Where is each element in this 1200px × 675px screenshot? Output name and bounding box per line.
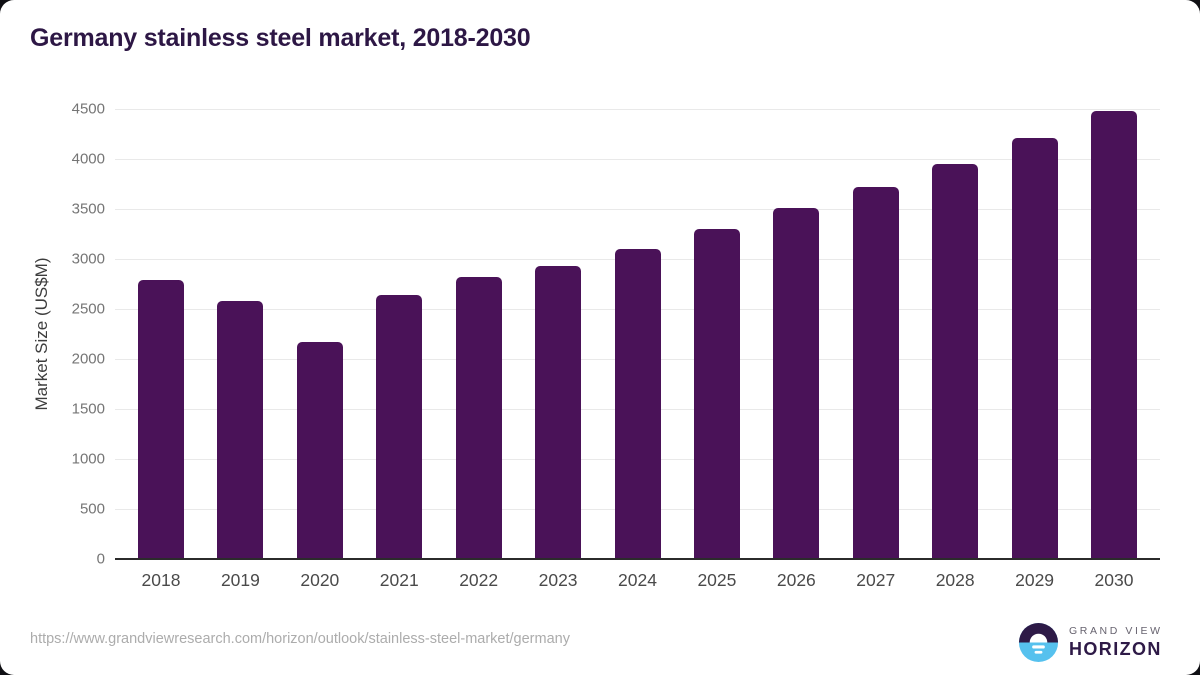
bar-2029 (1011, 138, 1058, 559)
y-tick-label-500: 500 (79, 500, 105, 518)
bar-2022 (455, 277, 502, 559)
y-tick-label-2500: 2500 (71, 300, 105, 318)
gridline-4500 (115, 109, 1160, 110)
x-tick-label-2019: 2019 (220, 570, 260, 590)
x-tick-label-2029: 2029 (1015, 570, 1055, 590)
x-tick-label-2028: 2028 (935, 570, 975, 590)
bar-2028 (932, 164, 979, 559)
bar-2019 (217, 301, 264, 559)
x-tick-label-2030: 2030 (1094, 570, 1134, 590)
logo-brand-name: GRAND VIEW (1069, 625, 1163, 637)
y-tick-label-4000: 4000 (71, 150, 105, 168)
x-tick-label-2026: 2026 (776, 570, 816, 590)
grand-view-horizon-logo: GRAND VIEW HORIZON (1017, 621, 1163, 664)
y-tick-label-0: 0 (96, 550, 105, 568)
x-tick-label-2025: 2025 (697, 570, 737, 590)
x-tick-label-2018: 2018 (141, 570, 181, 590)
plot-area (115, 109, 1160, 559)
bar-2030 (1091, 111, 1137, 559)
y-tick-label-1000: 1000 (71, 450, 105, 468)
bar-2020 (296, 342, 343, 559)
chart-title: Germany stainless steel market, 2018-203… (30, 24, 531, 52)
y-tick-label-3500: 3500 (71, 200, 105, 218)
bar-2025 (693, 229, 740, 559)
bar-2021 (376, 295, 423, 559)
horizon-sun-icon (1018, 622, 1059, 663)
x-tick-label-2020: 2020 (300, 570, 340, 590)
x-axis-tick-labels: 2018 2019 2020 2021 2022 2023 2024 2025 2026 2027… (115, 570, 1160, 596)
logo-product-name: HORIZON (1069, 639, 1162, 659)
y-tick-label-1500: 1500 (71, 400, 105, 418)
bar-2023 (535, 266, 582, 559)
y-tick-label-2000: 2000 (71, 350, 105, 368)
gridline-4000 (115, 159, 1160, 160)
bar-2024 (614, 249, 661, 559)
x-tick-label-2022: 2022 (459, 570, 499, 590)
y-axis-tick-labels: 0 500 1000 1500 2000 2500 3000 3500 4000 4500 (0, 101, 105, 568)
x-tick-label-2021: 2021 (379, 570, 419, 590)
y-tick-label-4500: 4500 (71, 100, 105, 118)
gridline-3500 (115, 209, 1160, 210)
x-tick-label-2027: 2027 (856, 570, 896, 590)
bar-2026 (773, 208, 820, 559)
bar-2027 (852, 187, 899, 559)
logo-text: GRAND VIEW HORIZON (1069, 625, 1163, 660)
bar-2018 (138, 280, 184, 559)
x-tick-label-2023: 2023 (538, 570, 578, 590)
x-axis-line (115, 558, 1160, 560)
x-tick-label-2024: 2024 (618, 570, 657, 590)
y-tick-label-3000: 3000 (71, 250, 105, 268)
source-url: https://www.grandviewresearch.com/horizo… (30, 631, 570, 647)
